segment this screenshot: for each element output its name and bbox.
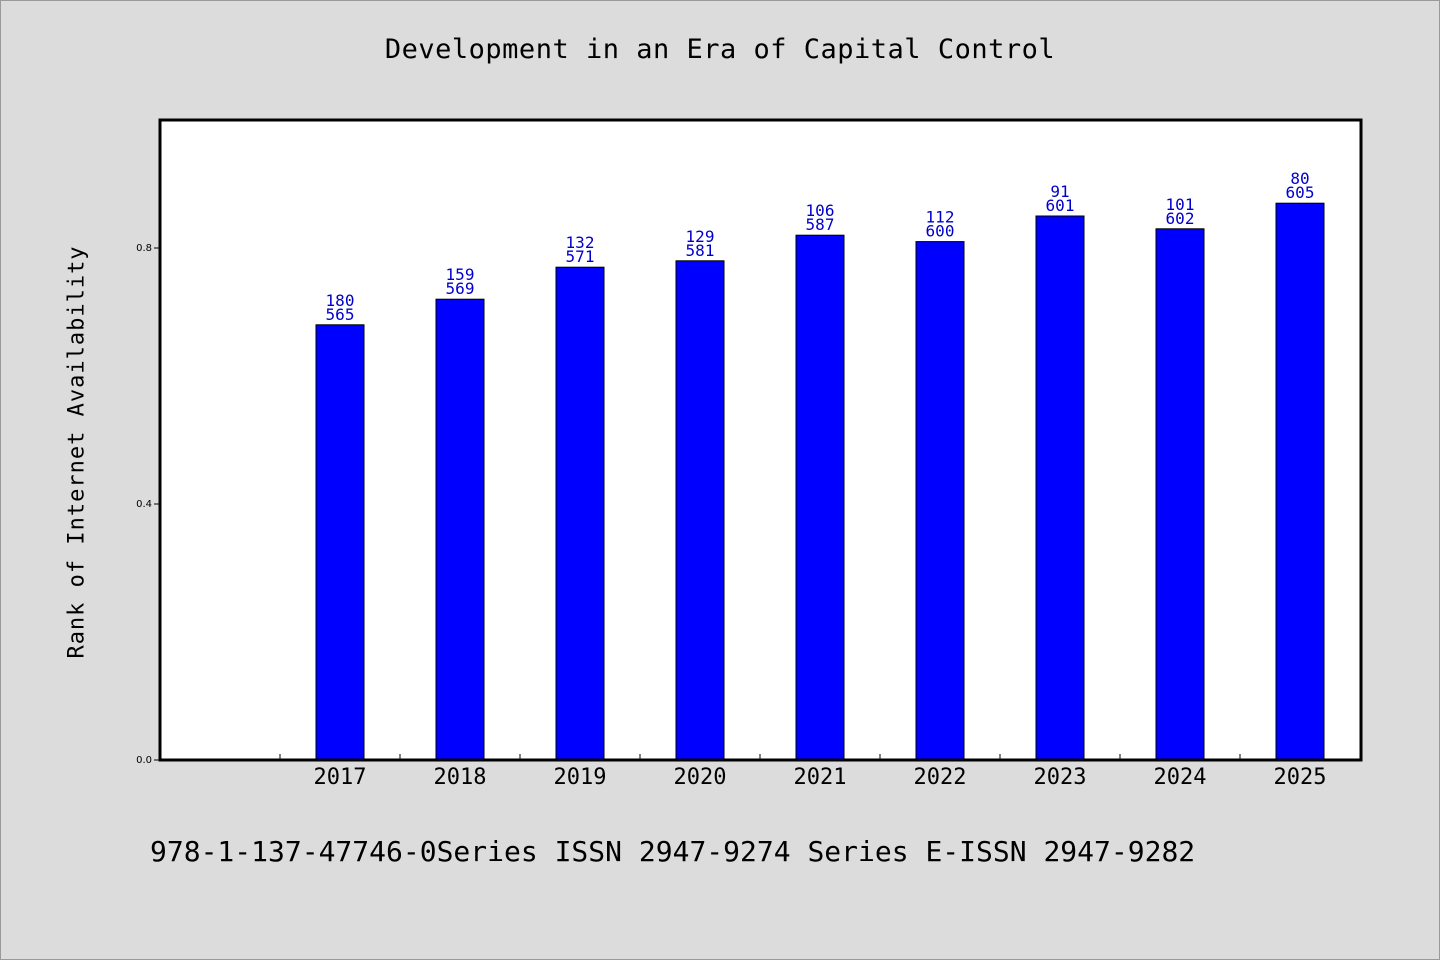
bar-annotation-top: 129: [686, 227, 715, 246]
bar: [315, 324, 365, 761]
bar-annotation-top: 101: [1166, 195, 1195, 214]
x-tick-label: 2023: [1034, 765, 1087, 790]
bar: [1155, 228, 1205, 761]
bar-annotation-top: 132: [566, 233, 595, 252]
bar-annotation-bottom: 569: [446, 279, 475, 298]
x-tick-label: 2019: [554, 765, 607, 790]
bar-annotation-bottom: 581: [686, 241, 715, 260]
bar-annotation-top: 112: [926, 208, 955, 227]
y-tick-label: 0.0: [136, 755, 152, 766]
bar-annotation-bottom: 602: [1166, 209, 1195, 228]
chart-title: Development in an Era of Capital Control: [384, 34, 1056, 65]
bar: [915, 241, 965, 761]
x-tick-label: 2024: [1154, 765, 1207, 790]
bar-annotation-bottom: 587: [806, 215, 835, 234]
bar-annotation-bottom: 601: [1046, 196, 1075, 215]
x-tick-label: 2020: [674, 765, 727, 790]
bar-annotation-top: 106: [806, 201, 835, 220]
bar-annotation-bottom: 605: [1286, 183, 1315, 202]
bar: [1275, 202, 1325, 761]
bar: [795, 234, 845, 761]
bar-annotation-bottom: 600: [926, 222, 955, 241]
y-tick-label: 0.4: [136, 499, 152, 510]
bar: [435, 298, 485, 761]
x-tick-label: 2017: [314, 765, 367, 790]
x-tick-label: 2022: [914, 765, 967, 790]
x-tick-label: 2025: [1274, 765, 1327, 790]
bar-annotation-top: 80: [1290, 169, 1309, 188]
x-tick-label: 2021: [794, 765, 847, 790]
bar-annotation-top: 159: [446, 265, 475, 284]
y-tick-label: 0.8: [136, 243, 152, 254]
bar: [555, 266, 605, 761]
bar-annotation-bottom: 565: [326, 305, 355, 324]
bar: [1035, 215, 1085, 761]
footer-note: 978-1-137-47746-0Series ISSN 2947-9274 S…: [150, 835, 1196, 868]
plot-frame: [158, 118, 1363, 762]
bar-annotation-top: 180: [326, 291, 355, 310]
bar-annotation-bottom: 571: [566, 247, 595, 266]
x-tick-label: 2018: [434, 765, 487, 790]
bar-annotation-top: 91: [1050, 182, 1069, 201]
bar: [675, 260, 725, 761]
